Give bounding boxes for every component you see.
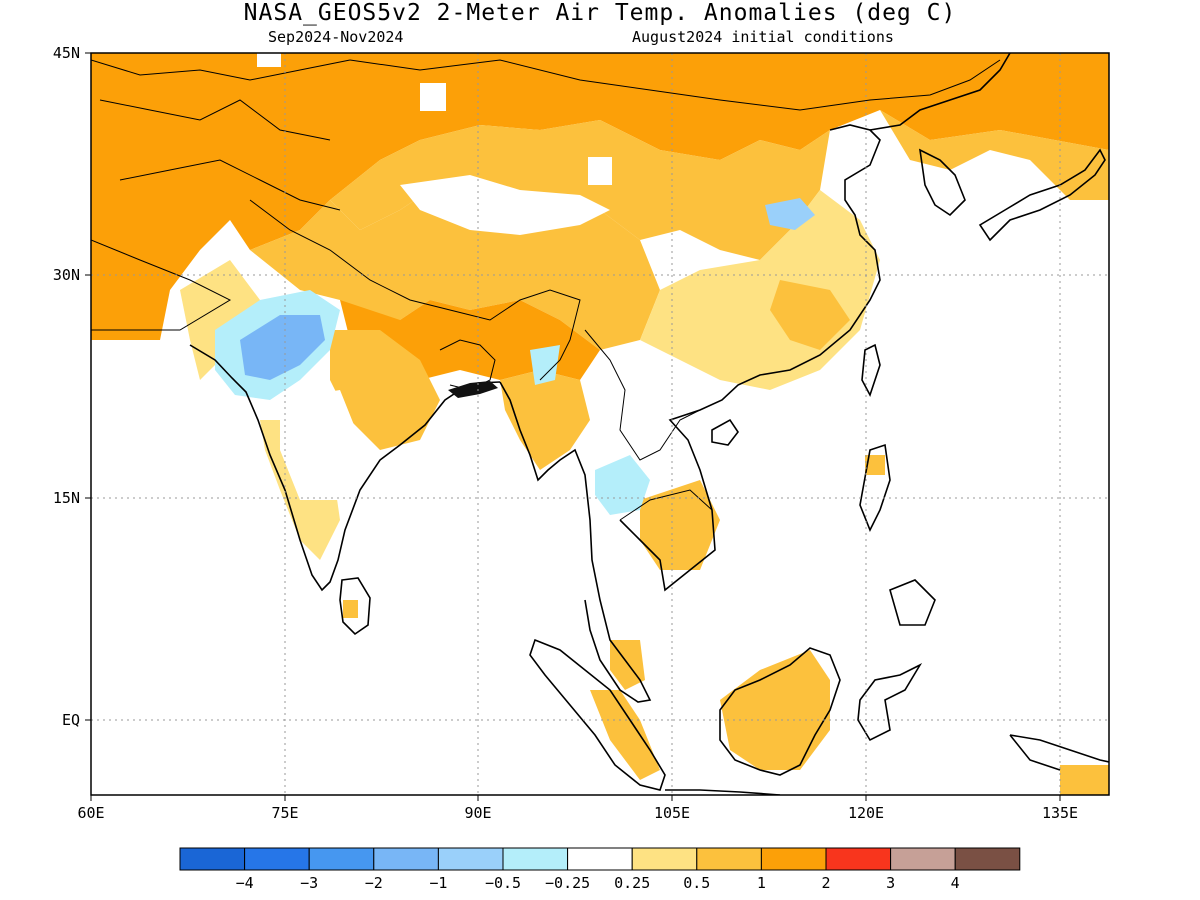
new-guinea-coastline (1009, 734, 1109, 771)
taiwan-coastline (861, 343, 881, 398)
colorbar-swatch (696, 847, 762, 871)
sulawesi-coastline (857, 663, 923, 742)
lon-label-60e: 60E (77, 804, 104, 822)
lon-label-105e: 105E (654, 804, 690, 822)
colorbar-swatch (373, 847, 439, 871)
philippines-mindanao-coastline (889, 579, 936, 626)
colorbar-label: 0.5 (683, 874, 710, 892)
central-india-cooler (240, 315, 325, 380)
colorbar: −4 −3 −2 −1 −0.5 −0.25 0.25 0.5 1 2 3 4 (179, 847, 1021, 892)
colorbar-swatch (890, 847, 956, 871)
colorbar-swatch (502, 847, 569, 871)
burma-warm (500, 370, 590, 470)
lon-labels: 60E 75E 90E 105E 120E 135E (77, 804, 1078, 822)
map-title: NASA_GEOS5v2 2-Meter Air Temp. Anomalies… (243, 0, 957, 26)
lon-label-90e: 90E (464, 804, 491, 822)
china-borders (349, 59, 1001, 111)
small-neutral-box-2 (588, 157, 612, 185)
colorbar-swatch (179, 847, 246, 871)
sri-lanka-warm (343, 600, 358, 618)
lon-label-120e: 120E (848, 804, 884, 822)
ganges-delta (448, 381, 498, 398)
new-guinea-warm (1060, 765, 1109, 795)
colorbar-label: −4 (236, 874, 254, 892)
colorbar-label: −3 (300, 874, 318, 892)
colorbar-swatch (631, 847, 698, 871)
colorbar-swatch (954, 847, 1021, 871)
borneo-coastline (719, 647, 841, 776)
india-coastline (189, 344, 501, 592)
colorbar-label: 0.25 (614, 874, 650, 892)
lat-label-eq: EQ (62, 711, 80, 729)
lon-label-135e: 135E (1042, 804, 1078, 822)
colorbar-label: −2 (365, 874, 383, 892)
small-neutral-box (420, 83, 446, 111)
sri-lanka-coastline (339, 577, 371, 636)
colorbar-label: 4 (951, 874, 960, 892)
northeast-asia-warm (880, 110, 1109, 200)
philippines-warm (865, 455, 885, 475)
borneo-warm (720, 650, 830, 770)
tibet-white-patch (400, 175, 610, 235)
coastline-layer (189, 53, 1109, 795)
java-coastline (665, 789, 781, 795)
lon-label-75e: 75E (271, 804, 298, 822)
tick-marks (85, 52, 1061, 801)
himalaya-borders (249, 199, 581, 381)
lat-labels: 45N 30N 15N EQ (53, 44, 80, 729)
myanmar-cool (530, 345, 560, 385)
philippines-luzon-coastline (859, 443, 891, 532)
lat-label-15n: 15N (53, 489, 80, 507)
colorbar-swatch (825, 847, 892, 871)
south-china-warm (770, 280, 850, 350)
colorbar-label: 3 (886, 874, 895, 892)
map-period: Sep2024-Nov2024 (268, 28, 404, 46)
colorbar-label: −1 (429, 874, 447, 892)
korea-coastline (918, 148, 966, 217)
colorbar-swatch (244, 847, 310, 871)
small-neutral-box-3 (257, 53, 281, 67)
sumatra-warm (590, 690, 660, 780)
map-frame (90, 52, 1110, 796)
central-asia-borders (91, 59, 351, 331)
japan-coastline (978, 148, 1106, 242)
hainan-coastline (711, 418, 739, 446)
anomaly-fill-layer (91, 53, 1109, 795)
colorbar-swatch (760, 847, 827, 871)
indochina-east-warm (640, 480, 720, 570)
colorbar-swatch (567, 847, 633, 871)
border-layer (91, 59, 1001, 521)
indochina-borders (584, 329, 713, 521)
north-china-cool (765, 198, 815, 230)
gulf-of-thailand-coastline (619, 124, 881, 592)
mongolia-warm (330, 120, 830, 260)
sumatra-coastline (529, 638, 666, 791)
india-southeast-white (280, 390, 360, 500)
china-northeast-coastline (869, 53, 1011, 131)
colorbar-swatch (308, 847, 375, 871)
central-asia-warm (91, 53, 1109, 340)
india-west-warm (180, 260, 260, 380)
colorbar-label: −0.25 (545, 874, 590, 892)
indochina-coastline (499, 381, 652, 703)
colorbar-swatch (437, 847, 504, 871)
colorbar-label: 2 (821, 874, 830, 892)
lat-label-30n: 30N (53, 266, 80, 284)
indochina-cool (595, 455, 650, 515)
india-east-warm (330, 330, 440, 450)
colorbar-label: −0.5 (485, 874, 521, 892)
lat-label-45n: 45N (53, 44, 80, 62)
map-initial-conditions: August2024 initial conditions (632, 28, 894, 46)
colorbar-label: 1 (757, 874, 766, 892)
grid-lines (91, 53, 1109, 795)
